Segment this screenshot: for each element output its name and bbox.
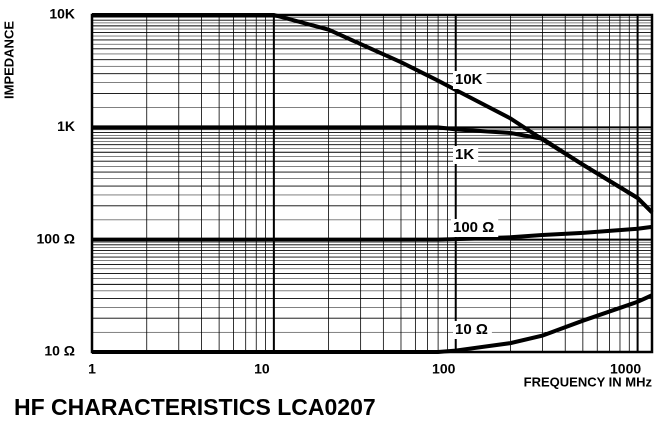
x-tick-label: 1 [88, 361, 96, 377]
series-line [92, 13, 654, 214]
x-tick-label: 10 [254, 361, 270, 377]
x-tick-label: 1000 [610, 361, 641, 377]
label-background [453, 146, 479, 164]
series-label: 10K [455, 71, 483, 88]
series-line [92, 224, 653, 242]
series-label: 1K [455, 146, 474, 163]
label-background [453, 321, 492, 339]
y-tick-label: 1K [57, 118, 75, 134]
y-axis-label: IMPEDANCE [1, 21, 16, 99]
y-tick-label: 100 Ω [37, 230, 75, 246]
x-tick-label: 100 [432, 361, 456, 377]
plot-frame [90, 13, 654, 354]
series-line [92, 125, 654, 214]
x-axis-label: FREQUENCY IN MHz [524, 374, 653, 389]
series-line [92, 293, 653, 354]
label-background [451, 219, 499, 237]
label-background [453, 71, 487, 89]
y-tick-label: 10 Ω [44, 343, 75, 359]
series-label: 100 Ω [453, 219, 494, 236]
chart-title: HF CHARACTERISTICS LCA0207 [14, 394, 376, 420]
series-label: 10 Ω [455, 321, 488, 338]
y-tick-label: 10K [49, 6, 75, 22]
